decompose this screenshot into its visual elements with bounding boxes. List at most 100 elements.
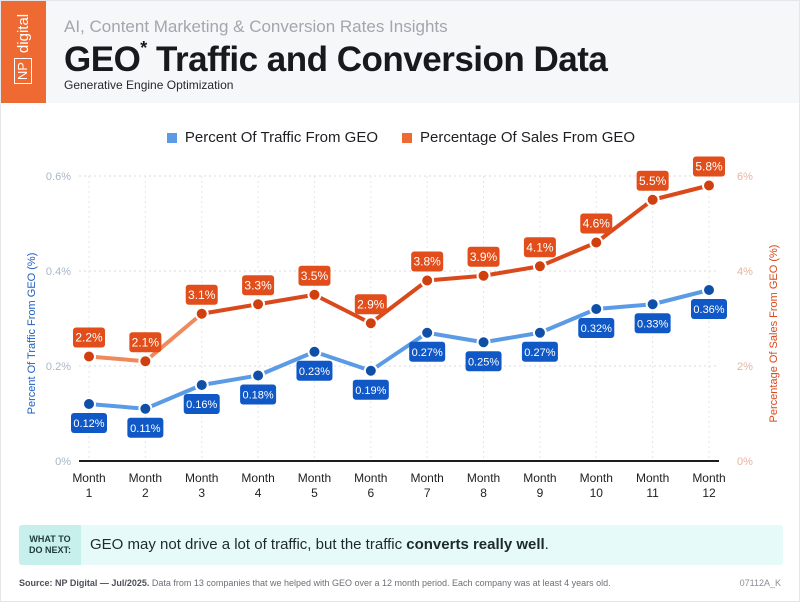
tip-text-bold: converts really well (406, 536, 545, 553)
sales-data-label-bg (411, 251, 444, 272)
logo-digital: digital (14, 13, 32, 54)
sales-data-label-bg (185, 284, 218, 305)
x-tick-label-number: 2 (142, 486, 149, 500)
x-tick-label: Month (411, 471, 444, 485)
sales-point (253, 299, 264, 310)
sales-data-label: 2.2% (75, 331, 103, 345)
x-tick-label-number: 6 (367, 486, 374, 500)
x-tick-label-number: 9 (537, 486, 544, 500)
traffic-data-label-bg (296, 360, 333, 381)
traffic-data-label-bg (352, 379, 389, 400)
x-tick-label: Month (185, 471, 218, 485)
traffic-line-segment (313, 349, 372, 373)
sales-point (478, 270, 489, 281)
x-tick-label-number: 7 (424, 486, 431, 500)
sales-data-label: 2.9% (357, 297, 385, 311)
sales-line-segment (595, 198, 654, 245)
traffic-line-segment (652, 288, 710, 307)
sales-data-label-bg (693, 156, 725, 177)
traffic-data-label-bg (634, 313, 671, 334)
traffic-point (591, 304, 602, 314)
x-tick-label: Month (580, 471, 613, 485)
tip-label: WHAT TO DO NEXT: (19, 525, 81, 565)
subtitle: Generative Engine Optimization (64, 78, 234, 92)
sales-data-label-bg (636, 170, 669, 191)
sales-point (84, 351, 94, 362)
traffic-data-label-bg (578, 318, 615, 338)
sales-point (309, 289, 320, 300)
sales-data-label-bg (354, 294, 387, 315)
traffic-line-segment (257, 349, 316, 378)
sales-data-label: 5.5% (639, 174, 667, 188)
traffic-data-label-bg (71, 413, 107, 433)
sales-line-segment (201, 302, 259, 316)
traffic-line-segment (201, 373, 259, 387)
traffic-data-label-bg (183, 394, 220, 414)
x-tick-label: Month (129, 471, 162, 485)
traffic-point (478, 337, 489, 348)
sales-data-label: 4.1% (526, 240, 554, 254)
x-tick-label: Month (467, 471, 500, 485)
source-text: Data from 13 companies that we helped wi… (149, 578, 611, 588)
x-tick-label-number: 11 (646, 486, 659, 500)
traffic-data-label-bg (409, 341, 446, 362)
sales-data-label-bg (242, 275, 275, 296)
traffic-data-label-bg (521, 341, 558, 362)
x-tick-label-number: 8 (480, 486, 487, 500)
traffic-point (534, 327, 545, 338)
title-main: GEO (64, 40, 141, 79)
graphic-code: 07112A_K (739, 578, 781, 588)
x-tick-label-number: 1 (86, 486, 93, 500)
x-tick-label: Month (298, 471, 331, 485)
x-tick-label-number: 5 (311, 486, 318, 500)
legend-swatch-sales (402, 132, 412, 143)
traffic-data-label-bg (240, 384, 277, 405)
sales-data-label-bg (298, 265, 331, 286)
y-left-tick-label: 0.2% (46, 361, 71, 373)
tip-label-line2: DO NEXT: (28, 545, 71, 555)
title-asterisk: * (140, 38, 147, 59)
traffic-line-segment (483, 330, 541, 345)
sales-point (196, 308, 207, 319)
sales-line-segment (539, 240, 598, 269)
x-tick-label: Month (241, 471, 274, 485)
y-left-tick-label: 0% (55, 456, 71, 468)
traffic-data-label-bg (691, 299, 727, 319)
traffic-data-label: 0.23% (299, 366, 330, 378)
x-tick-label: Month (692, 471, 725, 485)
sales-data-label: 2.1% (132, 335, 160, 349)
y-right-tick-label: 6% (737, 171, 753, 183)
sales-line-segment (427, 273, 484, 283)
sales-point (422, 275, 433, 286)
y-left-axis-title: Percent Of Traffic From GEO (%) (26, 253, 38, 415)
legend-item-traffic: Percent Of Traffic From GEO (166, 129, 378, 146)
kicker: AI, Content Marketing & Conversion Rates… (64, 17, 448, 36)
traffic-line-segment (369, 331, 429, 373)
tip-label-line1: WHAT TO (29, 534, 71, 544)
sales-point (591, 237, 602, 248)
legend-label-traffic: Percent Of Traffic From GEO (184, 129, 378, 146)
sales-data-label: 3.5% (301, 269, 329, 283)
chart-legend: Percent Of Traffic From GEO Percentage O… (1, 129, 800, 146)
x-tick-label: Month (523, 471, 556, 485)
y-right-tick-label: 4% (737, 266, 753, 278)
sales-point (140, 356, 151, 367)
traffic-data-label: 0.16% (186, 399, 217, 411)
sales-line-segment (88, 354, 146, 364)
traffic-data-label: 0.11% (130, 423, 161, 435)
traffic-line-segment (539, 307, 598, 335)
traffic-point (365, 365, 376, 376)
traffic-line-segment (144, 383, 203, 411)
traffic-line-segment (88, 402, 146, 411)
x-tick-label-number: 12 (702, 486, 716, 500)
traffic-line-segment (426, 330, 484, 345)
sales-point (365, 318, 376, 329)
y-right-axis-title: Percentage Of Sales From GEO (%) (768, 245, 780, 423)
tip-text-plain: GEO may not drive a lot of traffic, but … (90, 536, 407, 553)
traffic-point (704, 285, 714, 295)
sales-data-label-bg (523, 237, 556, 258)
tip-text-end: . (544, 536, 549, 553)
sales-data-label: 3.1% (188, 288, 216, 302)
traffic-data-label: 0.25% (468, 356, 499, 368)
